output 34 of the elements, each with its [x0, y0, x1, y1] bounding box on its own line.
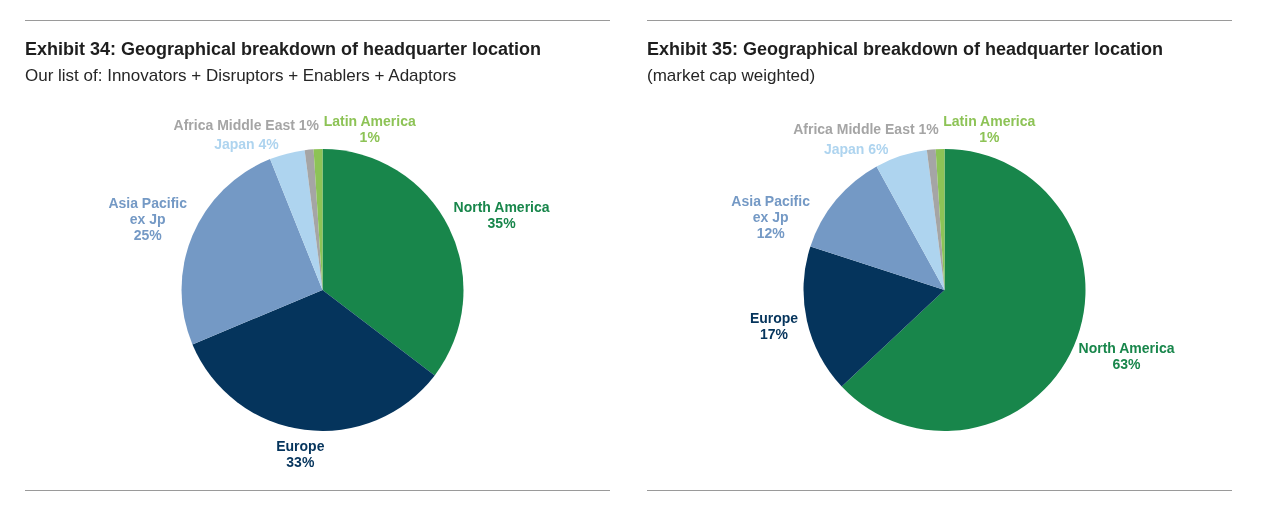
slice-label: Asia Pacific ex Jp: [108, 194, 188, 227]
chart-title: Exhibit 35: Geographical breakdown of headquarter location: [647, 39, 1164, 59]
slice-label: Japan: [823, 140, 865, 157]
slice-label: North America: [453, 198, 550, 215]
slice-label: Japan: [214, 136, 255, 153]
data-label: 33%: [286, 453, 315, 470]
slice-label: Asia Pacific ex Jp: [731, 192, 811, 225]
slice-label: Europe: [749, 310, 799, 327]
pie-slice: [803, 246, 945, 387]
slice-label: Latin America: [943, 113, 1036, 130]
data-label: 1%: [918, 121, 940, 138]
data-label: 4%: [258, 136, 280, 153]
data-label: 25%: [133, 226, 163, 243]
data-label: 63%: [1112, 355, 1142, 372]
slice-label: Latin America: [323, 113, 416, 129]
slice-label: North America: [1078, 339, 1175, 356]
slice-label: Africa Middle East: [793, 121, 915, 138]
chart-subtitle: (market cap weighted): [647, 66, 816, 85]
pie-slice: [810, 166, 945, 290]
chart-subtitle: Our list of: Innovators + Disruptors + Enablers + Adaptors: [25, 66, 457, 85]
data-label: 1%: [979, 129, 1000, 146]
data-label: 1%: [359, 129, 381, 145]
pie-slice: [192, 290, 435, 431]
slice-label: Africa Middle East: [173, 117, 296, 134]
data-label: 1%: [298, 117, 320, 134]
data-label: 17%: [760, 326, 789, 343]
pie-slice: [935, 149, 945, 290]
data-label: 35%: [487, 214, 517, 231]
data-label: 6%: [868, 140, 890, 157]
slice-label: Europe: [276, 437, 325, 454]
chart-title: Exhibit 34: Geographical breakdown of headquarter location: [25, 39, 542, 59]
data-label: 12%: [756, 224, 786, 241]
pie-slice: [270, 150, 323, 290]
pie-slice: [313, 149, 323, 290]
